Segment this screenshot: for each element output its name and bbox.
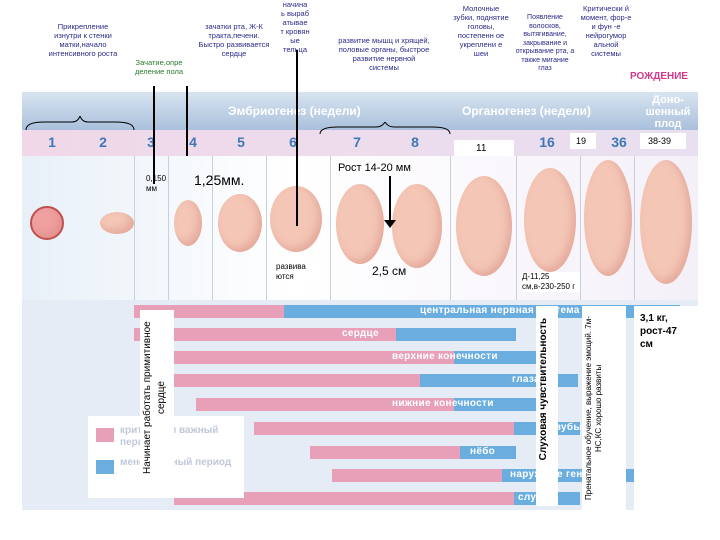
heart-start-panel <box>140 310 174 480</box>
cns-less-bar <box>284 305 680 318</box>
lower-limbs-critical-bar <box>196 398 454 411</box>
heart-start-text: Начинает работать примитивное сердце <box>142 321 167 475</box>
upper-limbs-label: верхние конечности <box>392 351 498 362</box>
mouth-note: зачатки рта, Ж-К тракта,печени. Быстро р… <box>198 22 270 58</box>
heart-label: сердце <box>342 328 379 339</box>
week-11-box <box>454 140 514 158</box>
stage-divider <box>266 156 267 300</box>
lower-limbs-less-bar <box>454 398 554 411</box>
embryo-week8-illustration <box>392 184 442 268</box>
fetus-header: Доно-шенный плод <box>645 94 691 130</box>
birth-weight-panel <box>634 306 698 510</box>
week-label: 4 <box>189 134 197 150</box>
prenatal-text: Пренатальное обучение, выражение эмоций.… <box>584 316 603 500</box>
week-38-box <box>640 133 686 149</box>
fetus-term-illustration <box>640 160 692 284</box>
fetus-week16-illustration <box>524 168 576 272</box>
legend-critical-swatch <box>96 428 114 442</box>
stage-divider <box>134 156 135 300</box>
week-label: 1 <box>48 134 56 150</box>
embryo-week3-illustration <box>100 212 134 234</box>
eyes-label: глаза <box>512 374 540 385</box>
hair-note: Появление волосков, вытягивание, закрыва… <box>515 14 575 72</box>
stage-divider <box>212 156 213 300</box>
blood-arrow <box>296 50 298 226</box>
embryo-week5-illustration <box>218 194 262 252</box>
fetus-week11-illustration <box>456 176 512 276</box>
prenatal-panel <box>582 306 626 510</box>
week-label: 36 <box>611 134 627 150</box>
develop-label: развива ются <box>276 262 318 282</box>
size-0150-label: 0,150 мм <box>146 174 167 193</box>
blastocyst-illustration <box>30 206 64 240</box>
critical-note: Критически й момент, фор-е и фун -е нейр… <box>580 4 632 58</box>
genitals-critical-bar <box>332 469 502 482</box>
week-19-box <box>570 133 596 149</box>
week-label: 5 <box>237 134 245 150</box>
header-band <box>22 92 698 130</box>
hearing-text: Слуховая чувствительность <box>538 318 549 461</box>
legend-less-text: менее важный период <box>120 457 232 468</box>
legend-less-swatch <box>96 460 114 474</box>
growth-arrowhead <box>384 220 396 228</box>
teeth-note: Молочные зубки, поднятие головы, постепе… <box>453 4 509 58</box>
birth-label: РОЖДЕНИЕ <box>630 71 689 82</box>
upper-limbs-less-bar <box>454 351 554 364</box>
embryogenesis-header: Эмбриогенез (недели) <box>228 104 361 118</box>
embryo-week4-illustration <box>174 200 202 246</box>
growth-arrow <box>389 176 391 220</box>
embryo-week7-illustration <box>336 184 384 264</box>
eyes-critical-bar <box>174 374 420 387</box>
cns-label: центральная нервная система <box>420 305 580 316</box>
palate-critical-bar <box>310 446 460 459</box>
growth-label: Рост 14-20 мм <box>338 162 411 174</box>
fetus-week36-illustration <box>584 160 632 276</box>
stage-divider <box>516 156 517 300</box>
birth-weight-text: 3,1 кг, рост-47 см <box>640 313 677 350</box>
stage-divider <box>168 156 169 300</box>
genitals-label: наружные гениталии <box>510 469 620 480</box>
conception-arrow <box>153 86 155 184</box>
muscles-note: развитие мышц и хрящей, половые органы, … <box>338 36 430 72</box>
stage-divider <box>330 156 331 300</box>
week-1-2-brace <box>25 116 135 131</box>
mouth-arrow <box>186 86 188 156</box>
teeth-label: зубы <box>556 422 583 433</box>
week-label: 16 <box>539 134 555 150</box>
top-notes-area <box>22 0 698 92</box>
week-label: 7 <box>353 134 361 150</box>
week-label: 6 <box>289 134 297 150</box>
week-label: 38-39 <box>648 136 672 146</box>
conception-note: Зачатие,опре деление пола <box>134 58 184 76</box>
stage-divider <box>634 156 635 300</box>
week-label: 19 <box>576 136 587 146</box>
size-25-label: 2,5 см <box>372 264 407 278</box>
week-label: 2 <box>99 134 107 150</box>
organogenesis-header: Органогенез (недели) <box>462 104 592 118</box>
upper-limbs-critical-bar <box>174 351 454 364</box>
hearing-panel <box>536 306 558 506</box>
hearing-label: слух <box>518 492 543 503</box>
palate-less-bar <box>460 446 516 459</box>
week-label: 11 <box>476 143 487 154</box>
size-125-label: 1,25мм. <box>194 172 245 188</box>
heart-critical-bar <box>134 328 396 341</box>
blood-note: начина ь выраб атывае т кровян ые тельца <box>280 0 310 54</box>
lower-limbs-label: нижние конечности <box>392 398 494 409</box>
week-6-8-brace <box>319 122 451 135</box>
hearing-critical-bar <box>174 492 514 505</box>
legend-critical-text: критически важный период <box>120 425 219 448</box>
size-d-label: Д-11,25 см,в-230-250 г <box>522 272 580 292</box>
week-label: 3 <box>147 134 155 150</box>
heart-less-bar <box>396 328 516 341</box>
teeth-critical-bar <box>254 422 514 435</box>
palate-label: нёбо <box>470 446 496 457</box>
stage-divider <box>580 156 581 300</box>
stage-divider <box>450 156 451 300</box>
attachment-note: Прикрепление изнутри к стенки матки,нача… <box>48 22 118 58</box>
week-label: 8 <box>411 134 419 150</box>
